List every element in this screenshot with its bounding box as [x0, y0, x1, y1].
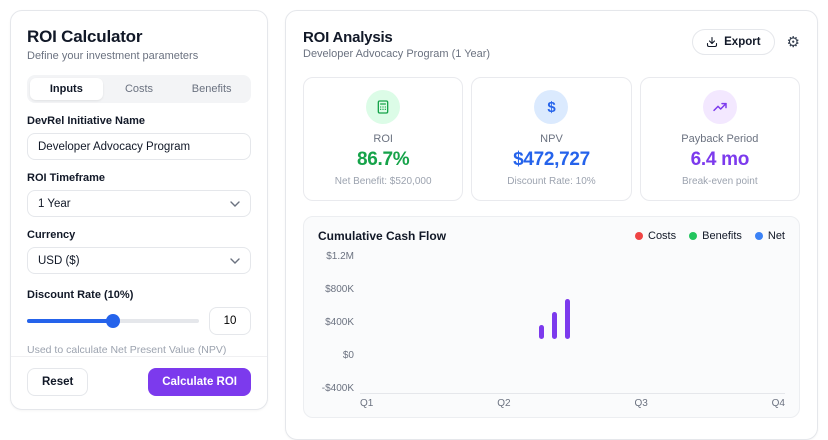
analysis-header: ROI Analysis Developer Advocacy Program …: [303, 29, 800, 60]
roi-sub: Net Benefit: $520,000: [334, 176, 432, 187]
npv-metric-card: $ NPV $472,727 Discount Rate: 10%: [471, 77, 632, 201]
chart-y-axis: $1.2M $800K $400K $0 -$400K: [318, 251, 360, 394]
calculator-subtitle: Define your investment parameters: [27, 50, 199, 62]
reset-button[interactable]: Reset: [27, 368, 89, 396]
x-tick: Q2: [497, 398, 511, 409]
calculator-footer: Reset Calculate ROI: [11, 356, 267, 396]
timeframe-label: ROI Timeframe: [27, 172, 106, 184]
chevron-down-icon: [230, 257, 240, 264]
discount-help-text: Used to calculate Net Present Value (NPV…: [27, 344, 227, 356]
y-tick: $800K: [325, 284, 354, 295]
timeframe-select[interactable]: 1 Year: [27, 190, 251, 217]
legend-item-benefits: Benefits: [689, 230, 742, 242]
currency-field-group: Currency USD ($): [27, 229, 251, 274]
payback-metric-card: Payback Period 6.4 mo Break-even point: [639, 77, 800, 201]
export-button[interactable]: Export: [692, 29, 775, 55]
legend-item-net: Net: [754, 230, 785, 242]
trending-up-icon: [702, 90, 737, 124]
initiative-input[interactable]: [27, 133, 251, 160]
analysis-title: ROI Analysis: [303, 29, 393, 46]
y-tick: $1.2M: [326, 251, 354, 262]
chart-plot-area: [360, 251, 785, 394]
discount-rate-input[interactable]: [209, 307, 251, 335]
export-label: Export: [724, 36, 761, 48]
x-tick: Q1: [360, 398, 374, 409]
calculator-tabs: Inputs Costs Benefits: [27, 75, 251, 103]
net-dot-icon: [754, 232, 763, 240]
y-tick: -$400K: [321, 383, 354, 394]
npv-label: NPV: [540, 133, 563, 145]
discount-field-group: Discount Rate (10%) Used to calculate Ne…: [27, 289, 251, 356]
tab-inputs[interactable]: Inputs: [30, 78, 103, 100]
initiative-field-group: DevRel Initiative Name: [27, 115, 251, 160]
analysis-header-text: ROI Analysis Developer Advocacy Program …: [303, 29, 490, 60]
initiative-label: DevRel Initiative Name: [27, 115, 145, 127]
cash-flow-chart-card: Cumulative Cash Flow Costs Benefits Net …: [303, 216, 800, 418]
analysis-actions: Export ⚙: [692, 29, 800, 55]
chevron-down-icon: [230, 200, 240, 207]
roi-metric-card: ROI 86.7% Net Benefit: $520,000: [303, 77, 464, 201]
currency-select[interactable]: USD ($): [27, 247, 251, 274]
calculate-roi-button[interactable]: Calculate ROI: [148, 368, 251, 396]
tab-benefits[interactable]: Benefits: [175, 78, 248, 100]
payback-sub: Break-even point: [682, 176, 758, 187]
legend-costs-label: Costs: [648, 230, 677, 242]
legend-benefits-label: Benefits: [702, 230, 742, 242]
tab-costs[interactable]: Costs: [103, 78, 176, 100]
benefits-dot-icon: [689, 232, 698, 240]
discount-slider-row: [27, 307, 251, 335]
payback-value: 6.4 mo: [690, 149, 750, 170]
legend-item-costs: Costs: [635, 230, 676, 242]
slider-fill: [27, 319, 113, 323]
costs-dot-icon: [635, 232, 643, 240]
npv-value: $472,727: [513, 149, 590, 170]
y-tick: $400K: [325, 317, 354, 328]
chart-x-axis: Q1 Q2 Q3 Q4: [360, 394, 785, 409]
loading-bars-icon: [538, 299, 570, 340]
currency-label: Currency: [27, 229, 76, 241]
calculator-icon: [366, 90, 401, 124]
chart-body: $1.2M $800K $400K $0 -$400K: [318, 251, 785, 394]
metric-cards: ROI 86.7% Net Benefit: $520,000 $ NPV $4…: [303, 77, 800, 201]
npv-sub: Discount Rate: 10%: [507, 176, 596, 187]
currency-value: USD ($): [38, 254, 80, 267]
chart-legend: Costs Benefits Net: [635, 230, 785, 242]
timeframe-value: 1 Year: [38, 197, 71, 210]
discount-label: Discount Rate (10%): [27, 289, 134, 301]
calculator-title: ROI Calculator: [27, 27, 143, 46]
download-icon: [706, 36, 718, 48]
timeframe-field-group: ROI Timeframe 1 Year: [27, 172, 251, 217]
roi-value: 86.7%: [356, 149, 410, 170]
y-tick: $0: [342, 350, 354, 361]
analysis-subtitle: Developer Advocacy Program (1 Year): [303, 48, 491, 60]
discount-slider[interactable]: [27, 314, 199, 328]
chart-title: Cumulative Cash Flow: [318, 229, 447, 243]
dollar-icon: $: [534, 90, 569, 124]
roi-label: ROI: [373, 133, 393, 145]
gear-icon[interactable]: ⚙: [786, 32, 800, 51]
roi-calculator-panel: ROI Calculator Define your investment pa…: [10, 10, 268, 410]
x-tick: Q3: [634, 398, 648, 409]
payback-label: Payback Period: [681, 133, 759, 145]
chart-header: Cumulative Cash Flow Costs Benefits Net: [318, 229, 785, 243]
slider-thumb[interactable]: [106, 314, 120, 328]
roi-analysis-panel: ROI Analysis Developer Advocacy Program …: [285, 10, 818, 440]
x-tick: Q4: [771, 398, 785, 409]
legend-net-label: Net: [767, 230, 785, 242]
